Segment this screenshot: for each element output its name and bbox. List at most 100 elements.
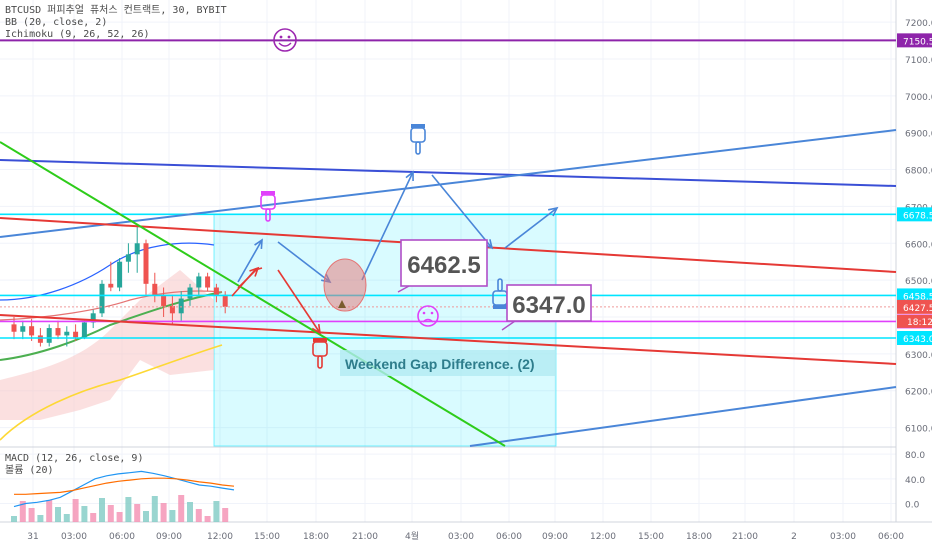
volume-bar-13 <box>125 497 132 522</box>
hand-down-icon-red-cuff <box>313 338 327 342</box>
up-marker-icon <box>338 300 346 308</box>
hand-down-icon-blue-cuff <box>411 124 425 128</box>
x-tick-17: 03:00 <box>830 532 856 542</box>
x-tick-18: 06:00 <box>878 532 904 542</box>
frown-face <box>417 305 439 327</box>
candle-body-16 <box>152 283 158 295</box>
x-tick-9: 03:00 <box>448 532 474 542</box>
red-arrow-2 <box>237 267 259 289</box>
price-tag-5: 6343.0 <box>903 335 932 345</box>
proj-arrow-3 <box>361 171 414 281</box>
x-tick-11: 09:00 <box>542 532 568 542</box>
bb-legend: BB (20, close, 2) <box>5 17 108 28</box>
x-tick-7: 21:00 <box>352 532 378 542</box>
x-tick-5: 15:00 <box>254 532 280 542</box>
red-arrow-3-head <box>311 323 322 335</box>
price-tag-2: 6458.5 <box>903 292 932 302</box>
macd-legend: MACD (12, 26, close, 9) <box>5 453 144 464</box>
callout-6347: 6347.0 <box>512 292 585 319</box>
frown-icon <box>417 305 439 327</box>
y-tick-11: 6100.0 <box>905 425 932 435</box>
y-tick-4: 6800.0 <box>905 167 932 177</box>
volume-bar-5 <box>55 507 61 522</box>
macd-y-tick-0: 80.0 <box>905 451 925 461</box>
volume-bar-22 <box>204 516 211 522</box>
callout-6347-pointer <box>501 320 516 331</box>
macd-y-tick-2: 0.0 <box>905 501 920 511</box>
candle-body-8 <box>81 322 87 338</box>
hand-up-icon-blue-finger <box>497 278 503 292</box>
weekend-gap-note: Weekend Gap Difference. (2) <box>345 356 535 372</box>
candle-body-0 <box>11 324 17 332</box>
price-tag-bg-2 <box>897 288 932 303</box>
candle-body-15 <box>143 243 149 284</box>
chart-legend: BTCUSD 퍼피추얼 퓨처스 컨트랙트, 30, BYBIT BB (20, … <box>5 5 227 41</box>
ichimoku-base <box>0 291 223 361</box>
highlight-ellipse <box>323 258 367 312</box>
volume-bar-11 <box>107 505 114 522</box>
x-tick-16: 2 <box>791 532 797 542</box>
y-tick-3: 6900.0 <box>905 130 932 140</box>
candle-body-17 <box>161 294 167 306</box>
macd-y-tick-1: 40.0 <box>905 476 925 486</box>
frown-eye-r <box>430 311 434 315</box>
candle-body-10 <box>99 283 105 314</box>
macd-line <box>13 470 235 508</box>
candle-body-9 <box>90 313 96 323</box>
trend-light-up <box>0 129 897 238</box>
x-tick-0: 31 <box>27 532 38 542</box>
candle-body-4 <box>46 328 52 343</box>
hand-down-icon-red-finger <box>317 355 323 369</box>
candle-body-21 <box>196 276 202 288</box>
note-banner <box>340 350 556 376</box>
x-tick-15: 21:00 <box>732 532 758 542</box>
trend-light-low <box>469 386 897 447</box>
volume-bar-19 <box>178 495 185 522</box>
candle-body-18 <box>169 305 175 314</box>
x-tick-3: 09:00 <box>156 532 182 542</box>
x-tick-4: 12:00 <box>207 532 233 542</box>
smile-icon <box>273 28 297 52</box>
proj-arrow-3-head <box>405 170 414 182</box>
y-tick-2: 7000.0 <box>905 93 932 103</box>
hand-down-icon-magenta <box>260 191 276 222</box>
x-tick-12: 12:00 <box>590 532 616 542</box>
volume-bar-20 <box>187 502 193 522</box>
red-arrow-3 <box>277 269 321 334</box>
candle-body-7 <box>73 331 79 338</box>
proj-arrow-1 <box>237 239 263 283</box>
candle-body-22 <box>205 276 211 288</box>
volume-bar-18 <box>169 510 176 522</box>
volume-bar-7 <box>72 499 79 522</box>
proj-arrow-5 <box>504 207 558 249</box>
x-tick-2: 06:00 <box>109 532 135 542</box>
countdown-bg <box>897 314 932 328</box>
volume-bar-14 <box>134 504 141 522</box>
price-tag-bg-1 <box>897 207 932 222</box>
price-tag-bg-0 <box>897 33 932 48</box>
candle-body-6 <box>64 331 70 336</box>
candle-body-14 <box>134 243 140 255</box>
callout-6462-box <box>400 239 488 287</box>
x-tick-13: 15:00 <box>638 532 664 542</box>
candle-body-13 <box>125 254 131 262</box>
frown-mouth <box>422 318 434 323</box>
candle-body-19 <box>178 298 184 314</box>
candle-body-23 <box>213 287 219 295</box>
proj-arrow-1-head <box>254 238 263 250</box>
x-tick-14: 18:00 <box>686 532 712 542</box>
volume-bar-4 <box>46 500 53 522</box>
candle-body-20 <box>187 287 193 299</box>
candle-body-1 <box>20 326 26 332</box>
candle-body-11 <box>108 283 114 288</box>
trend-blue-top <box>0 159 897 187</box>
hand-down-icon-red <box>312 338 328 369</box>
callout-6462-pointer <box>397 285 410 293</box>
smile-face <box>273 28 297 52</box>
volume-bar-0 <box>11 516 17 522</box>
candle-body-5 <box>55 328 61 336</box>
ichimoku-cloud <box>0 270 214 420</box>
volume-bar-3 <box>37 515 44 522</box>
